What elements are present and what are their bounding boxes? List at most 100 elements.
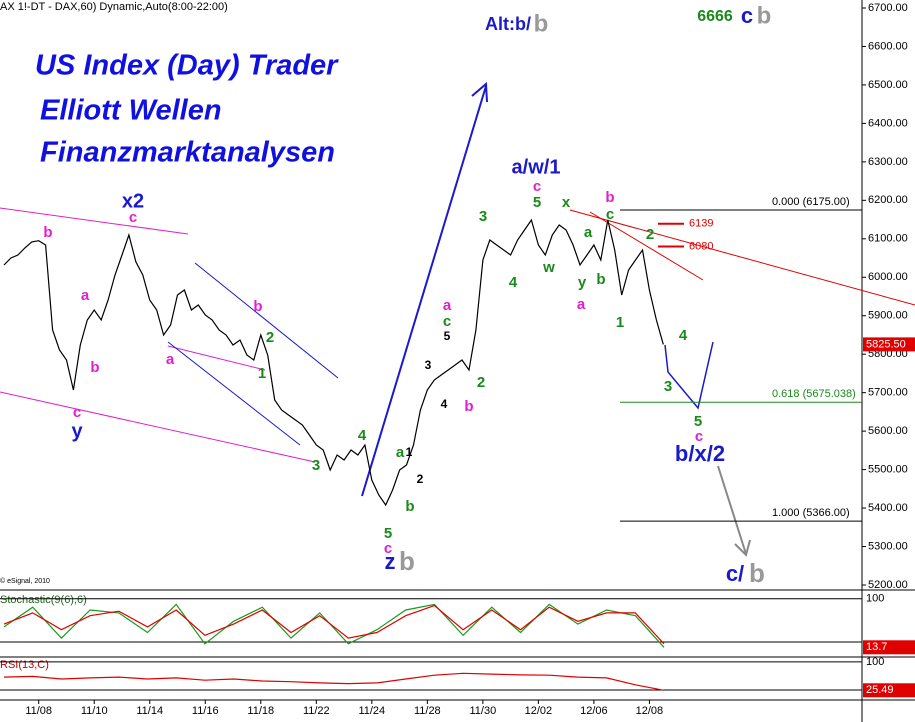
wave-label: a xyxy=(166,351,175,368)
wave-label: a xyxy=(443,297,452,314)
wave-label: 1 xyxy=(616,314,624,331)
series-line xyxy=(3,604,665,645)
wave-label: c/ xyxy=(726,561,744,586)
wave-label: 2 xyxy=(266,329,274,346)
arrow xyxy=(361,85,487,497)
y-tick-label: 5900.00 xyxy=(868,310,908,322)
wave-label: a xyxy=(577,296,586,313)
wave-label: b xyxy=(405,498,414,515)
wave-label: 2 xyxy=(417,472,424,486)
wave-label: 5 xyxy=(384,525,392,542)
wave-label: 4 xyxy=(441,397,448,411)
y-tick-label: 6000.00 xyxy=(868,271,908,283)
y-tick-label: 5200.00 xyxy=(868,579,908,591)
wave-label: 1 xyxy=(406,445,413,459)
wave-label: w xyxy=(542,259,555,276)
y-tick-label: 100 xyxy=(866,593,884,605)
wave-label: c xyxy=(443,313,451,330)
y-tick-label: 6300.00 xyxy=(868,156,908,168)
wave-label: y xyxy=(71,420,83,442)
wave-label: b xyxy=(90,359,99,376)
wave-label: c xyxy=(129,209,137,226)
x-tick-label: 11/18 xyxy=(247,705,274,717)
x-tick-label: 12/02 xyxy=(525,705,553,717)
wave-label: 1 xyxy=(258,365,266,382)
wave-label: b xyxy=(749,558,765,588)
wave-label: Alt:b/ xyxy=(485,14,531,34)
fib-label: 0.000 (6175.00) xyxy=(772,196,850,208)
last-price-label: 5825.50 xyxy=(866,338,906,350)
wave-label: b xyxy=(399,546,415,576)
wave-label: c xyxy=(384,540,392,557)
title: Elliott Wellen xyxy=(40,95,222,127)
header: AX 1!-DT - DAX,60) Dynamic,Auto(8:00-22:… xyxy=(0,1,228,13)
y-tick-label: 6600.00 xyxy=(868,40,908,52)
x-tick-label: 11/28 xyxy=(414,705,441,717)
wave-label: x2 xyxy=(122,190,144,212)
y-tick-label: 5700.00 xyxy=(868,387,908,399)
panel-title: Stochastic(9(6),6) xyxy=(0,594,87,606)
wave-label: 3 xyxy=(425,358,432,372)
value-label: 25.49 xyxy=(866,684,894,696)
y-tick-label: 5300.00 xyxy=(868,540,908,552)
wave-label: 5 xyxy=(444,329,451,343)
fib-label: 0.618 (5675.038) xyxy=(772,388,856,400)
x-tick-label: 12/08 xyxy=(636,705,664,717)
wave-label: 6666 xyxy=(697,8,733,25)
wave-label: b xyxy=(605,189,614,206)
y-tick-label: 100 xyxy=(866,656,884,668)
wave-label: a xyxy=(81,287,90,304)
channel-line xyxy=(167,345,266,371)
arrow xyxy=(717,465,747,555)
wave-label: z xyxy=(385,549,396,574)
x-tick-label: 11/10 xyxy=(81,705,108,717)
x-tick-label: 11/14 xyxy=(136,705,163,717)
value-label: 13.7 xyxy=(866,641,887,653)
wave-label: c xyxy=(741,3,753,28)
series-line xyxy=(3,672,665,691)
wave-label: 4 xyxy=(679,327,688,344)
channel-line xyxy=(0,391,316,463)
x-tick-label: 11/22 xyxy=(303,705,330,717)
fib-label: 1.000 (5366.00) xyxy=(772,507,850,519)
y-tick-label: 6100.00 xyxy=(868,233,908,245)
trend-line xyxy=(569,209,915,306)
wave-label: 4 xyxy=(358,427,367,444)
channel-line xyxy=(167,341,301,446)
wave-label: a xyxy=(396,444,405,461)
x-tick-label: 11/24 xyxy=(358,705,385,717)
wave-label: c xyxy=(73,404,81,421)
projection xyxy=(664,341,714,410)
wave-label: x xyxy=(562,194,571,211)
wave-label: b xyxy=(43,224,52,241)
wave-label: 3 xyxy=(664,378,672,395)
wave-label: a/w/1 xyxy=(512,156,561,178)
wave-label: 2 xyxy=(646,226,654,243)
y-tick-label: 6400.00 xyxy=(868,117,908,129)
y-tick-label: 6700.00 xyxy=(868,2,908,14)
wave-label: b xyxy=(757,2,772,29)
x-tick-label: 11/08 xyxy=(25,705,52,717)
y-tick-label: 5600.00 xyxy=(868,425,908,437)
value-box xyxy=(863,683,915,698)
wave-label: 2 xyxy=(477,374,485,391)
wave-label: c xyxy=(606,206,614,223)
wave-label: b xyxy=(534,10,549,37)
wave-label: 3 xyxy=(479,208,487,225)
arrow-head xyxy=(471,81,488,103)
series-line xyxy=(3,218,664,507)
panel-title: RSI(13,C) xyxy=(0,659,49,671)
x-tick-label: 12/06 xyxy=(580,705,608,717)
arrow-head xyxy=(734,539,751,557)
copyright: © eSignal, 2010 xyxy=(0,577,50,585)
level-label: 6080 xyxy=(689,240,713,252)
title: Finanzmarktanalysen xyxy=(40,137,335,169)
wave-label: b/x/2 xyxy=(675,441,725,466)
channel-line xyxy=(194,262,339,379)
value-box xyxy=(863,640,915,655)
wave-label: 3 xyxy=(312,457,320,474)
x-tick-label: 11/30 xyxy=(470,705,497,717)
title: US Index (Day) Trader xyxy=(35,50,339,82)
